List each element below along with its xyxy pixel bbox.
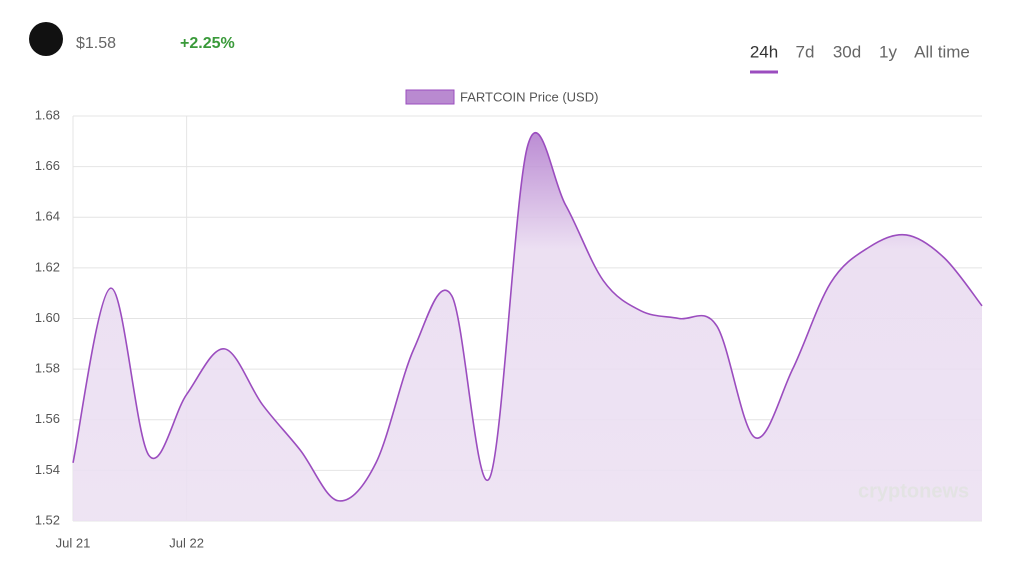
y-tick-label: 1.56 — [35, 411, 60, 426]
legend-label: FARTCOIN Price (USD) — [460, 89, 598, 104]
tab[interactable]: 7d — [796, 42, 815, 61]
y-tick-label: 1.52 — [35, 512, 60, 527]
y-tick-label: 1.58 — [35, 361, 60, 376]
area-fill — [73, 132, 982, 521]
x-tick-label: Jul 21 — [56, 535, 91, 550]
y-tick-label: 1.60 — [35, 310, 60, 325]
y-tick-label: 1.66 — [35, 158, 60, 173]
tab[interactable]: 1y — [879, 42, 897, 61]
price-change: +2.25% — [180, 35, 235, 52]
y-tick-label: 1.64 — [35, 209, 60, 224]
tab[interactable]: 30d — [833, 42, 861, 61]
legend-swatch — [405, 89, 455, 105]
x-tick-label: Jul 22 — [169, 535, 204, 550]
watermark: cryptonews — [858, 480, 969, 502]
y-tick-label: 1.68 — [35, 107, 60, 122]
tab[interactable]: 24h — [750, 42, 778, 61]
y-tick-label: 1.62 — [35, 259, 60, 274]
tab[interactable]: All time — [914, 42, 970, 61]
price: $1.58 — [76, 35, 116, 52]
price-line — [72, 132, 983, 502]
y-tick-label: 1.54 — [35, 462, 60, 477]
coin-logo — [29, 22, 63, 56]
timeframe-tabs: 24h 7d 30d 1y All time — [750, 42, 970, 74]
